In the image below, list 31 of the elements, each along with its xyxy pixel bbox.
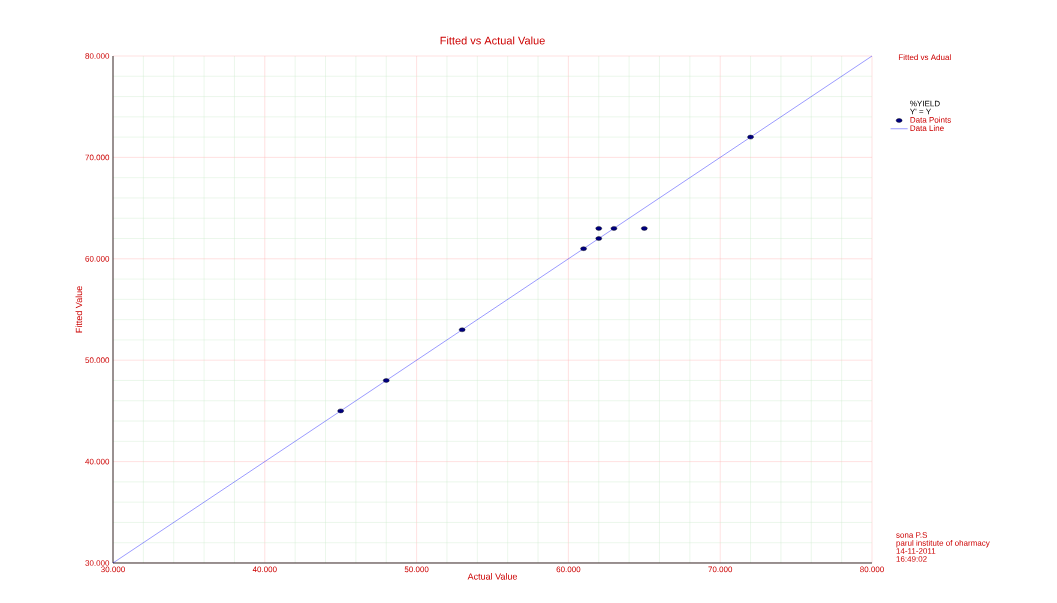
- chart-title: Fitted vs Actual Value: [440, 36, 545, 45]
- legend-label: Data Points: [910, 116, 951, 123]
- x-tick-label: 60.000: [556, 566, 581, 573]
- text: parul institute of oharmacy: [896, 539, 990, 548]
- point: [383, 378, 390, 383]
- point: [595, 226, 602, 231]
- legend-label: Data Line: [910, 125, 944, 131]
- x-tick-label: 50.000: [404, 566, 429, 573]
- y-tick-label: 80.000: [85, 53, 110, 59]
- y-tick-label: 70.000: [85, 154, 110, 161]
- legend-title: %YIELD: [910, 100, 940, 107]
- y-tick-label: 30.000: [85, 560, 110, 566]
- y-tick-label: 40.000: [85, 458, 110, 465]
- y-axis-title: Fitted Value: [75, 286, 83, 333]
- point: [595, 236, 602, 241]
- point: [580, 246, 587, 251]
- text: sona P.S: [896, 532, 928, 538]
- x-axis-title: Actual Value: [467, 573, 518, 580]
- x-tick-label: 40.000: [252, 566, 277, 573]
- text: 14-11-2011: [896, 548, 936, 554]
- point: [641, 226, 648, 231]
- y-tick-label: 60.000: [85, 255, 110, 262]
- y-tick-label: 50.000: [85, 357, 110, 364]
- text: Fitted vs Adual: [898, 54, 951, 61]
- text: 16:49:02: [896, 556, 927, 562]
- text: Y' = Y: [910, 108, 931, 115]
- point: [747, 134, 754, 140]
- x-tick-label: 30.000: [101, 566, 125, 573]
- x-tick-label: 80.000: [860, 566, 884, 573]
- x-tick-label: 70.000: [708, 566, 733, 573]
- point: [337, 408, 344, 414]
